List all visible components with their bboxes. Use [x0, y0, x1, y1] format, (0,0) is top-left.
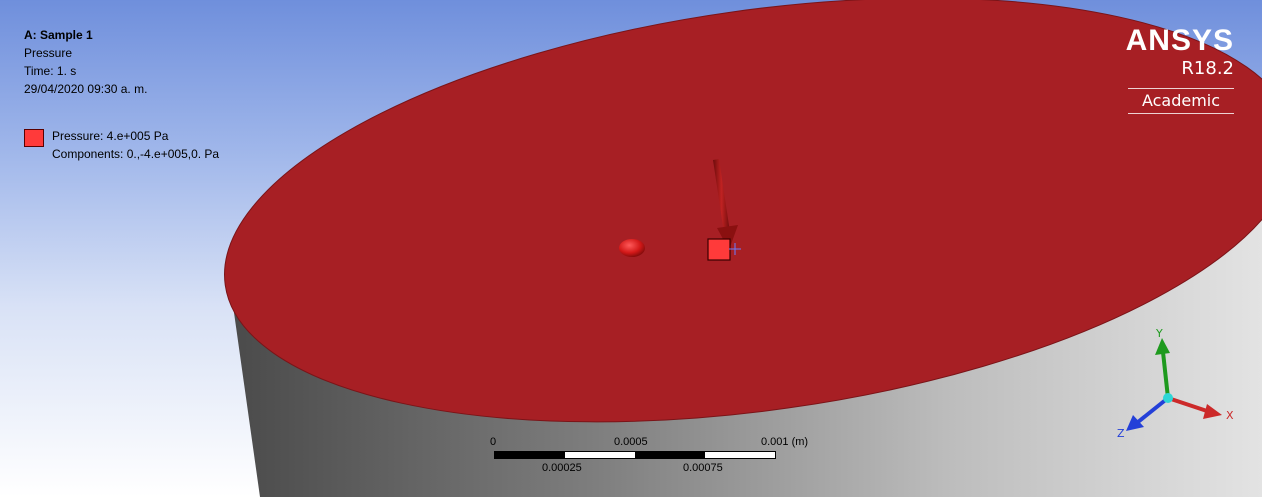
axis-label-x: X: [1226, 409, 1234, 422]
legend-title: A: Sample 1: [24, 28, 93, 42]
scale-label-quarter: 0.00025: [542, 462, 582, 474]
legend-time: Time: 1. s: [24, 64, 77, 78]
load-marker[interactable]: [707, 238, 731, 261]
scale-label-max: 0.001 (m): [761, 436, 809, 448]
ansys-logo: ANSYS: [1125, 24, 1234, 57]
scale-label-0: 0: [490, 436, 497, 448]
legend-item-label: Pressure: 4.e+005 Pa: [52, 129, 169, 143]
axis-label-y: Y: [1155, 327, 1163, 340]
scale-label-three-quarter: 0.00075: [683, 462, 723, 474]
legend-color-swatch: [24, 129, 44, 147]
legend-timestamp: 29/04/2020 09:30 a. m.: [24, 82, 148, 96]
axis-label-z: Z: [1117, 427, 1125, 440]
top-face-pressure-surface[interactable]: [197, 0, 1262, 483]
version-label: R18.2: [1181, 58, 1234, 79]
scale-label-mid: 0.0005: [614, 436, 648, 448]
scale-bar: [494, 451, 776, 459]
axis-triad[interactable]: Y X Z: [1117, 327, 1234, 440]
legend-type: Pressure: [24, 46, 73, 60]
pressure-direction-arrow-icon: [713, 159, 738, 250]
crosshair-icon: [729, 243, 741, 255]
legend-item-components: Components: 0.,-4.e+005,0. Pa: [52, 147, 220, 161]
dome-feature: [619, 239, 645, 257]
edition-label: Academic: [1128, 88, 1234, 114]
